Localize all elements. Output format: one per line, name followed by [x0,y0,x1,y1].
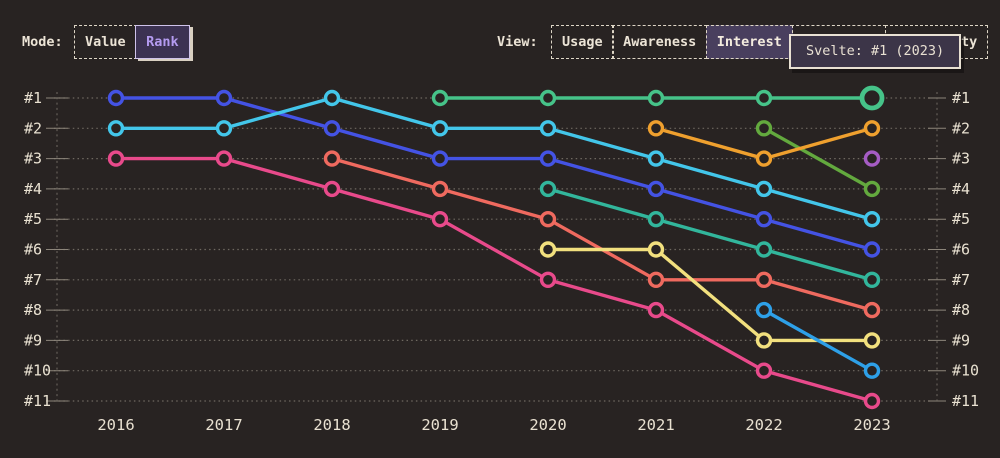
year-label-2016: 2016 [97,416,134,434]
dot-cyan-2023[interactable] [863,210,881,228]
dot-salmon-2020[interactable] [539,210,557,228]
dot-royal-blue-2018[interactable] [323,120,341,137]
rank-label-left: #2 [24,119,42,137]
dot-yellow-2023[interactable] [863,332,881,349]
rank-label-right: #9 [952,331,970,349]
rank-label-right: #1 [952,89,970,107]
dot-orange-2022[interactable] [755,150,773,167]
mode-button-rank[interactable]: Rank [135,25,190,59]
dot-teal-2023[interactable] [863,271,881,288]
rank-label-left: #10 [24,362,51,380]
rank-label-left: #6 [24,241,42,259]
dot-pink-2018[interactable] [323,180,341,198]
dot-salmon-2022[interactable] [755,271,773,288]
rank-label-left: #8 [24,301,42,319]
rank-label-right: #2 [952,119,970,137]
dot-royal-blue-2022[interactable] [755,210,773,228]
rank-label-left: #1 [24,89,42,107]
view-button-usage[interactable]: Usage [551,25,614,59]
dot-pink-2021[interactable] [647,301,665,319]
line-cyan [114,96,874,221]
line-olive-green [762,126,874,191]
rank-label-right: #6 [952,241,970,259]
dot-teal-2021[interactable] [647,210,665,228]
dot-cyan-2021[interactable] [647,150,665,167]
rank-label-right: #4 [952,180,970,198]
dot-azure-2022[interactable] [755,301,773,319]
year-label-2022: 2022 [745,416,782,434]
mode-label: Mode: [22,34,63,50]
year-label-2021: 2021 [637,416,674,434]
dot-royal-blue-2017[interactable] [215,89,233,107]
line-pink [114,156,874,403]
dot-orange-2023[interactable] [863,120,881,137]
dot-olive-green-2022[interactable] [755,120,773,137]
rank-label-left: #4 [24,180,42,198]
view-label: View: [497,34,538,50]
dot-cyan-2016[interactable] [107,120,125,137]
dot-svelte-2019[interactable] [431,89,449,107]
rank-label-right: #10 [952,362,979,380]
dot-orange-2021[interactable] [647,120,665,137]
dot-royal-blue-2021[interactable] [647,180,665,198]
line-teal [546,187,874,282]
rank-label-left: #11 [24,392,51,410]
dot-pink-2016[interactable] [107,150,125,167]
year-label-2017: 2017 [205,416,242,434]
dot-royal-blue-2023[interactable] [863,241,881,258]
dot-pink-2020[interactable] [539,271,557,288]
view-button-awareness[interactable]: Awareness [612,25,708,59]
view-button-interest[interactable]: Interest [705,25,793,59]
dot-svelte-2023[interactable] [859,85,885,111]
line-azure [762,308,874,373]
rank-label-right: #7 [952,271,970,289]
dot-cyan-2018[interactable] [323,89,341,107]
dot-olive-green-2023[interactable] [863,180,881,198]
dot-pink-2022[interactable] [755,362,773,379]
rank-label-right: #8 [952,301,970,319]
rank-label-left: #3 [24,150,42,168]
dot-azure-2023[interactable] [863,362,881,379]
line-royal-blue [114,96,874,252]
dot-royal-blue-2016[interactable] [107,89,125,107]
dot-yellow-2022[interactable] [755,332,773,349]
dot-royal-blue-2019[interactable] [431,150,449,167]
dot-teal-2020[interactable] [539,180,557,198]
dot-pink-2019[interactable] [431,210,449,228]
dot-cyan-2017[interactable] [215,120,233,137]
dot-svelte-2021[interactable] [647,89,665,107]
dot-salmon-2019[interactable] [431,180,449,198]
rank-label-left: #5 [24,210,42,228]
dot-yellow-2020[interactable] [539,241,557,258]
year-label-2023: 2023 [853,416,890,434]
dot-purple-2023[interactable] [863,150,881,167]
rank-label-right: #11 [952,392,979,410]
dot-salmon-2021[interactable] [647,271,665,288]
year-label-2020: 2020 [529,416,566,434]
rank-label-right: #5 [952,210,970,228]
dot-pink-2023[interactable] [863,392,881,410]
rank-label-left: #7 [24,271,42,289]
mode-button-value[interactable]: Value [74,25,137,59]
chart-tooltip: Svelte: #1 (2023) [789,34,962,69]
dot-salmon-2018[interactable] [323,150,341,167]
dot-teal-2022[interactable] [755,241,773,258]
dot-pink-2017[interactable] [215,150,233,167]
dot-yellow-2021[interactable] [647,241,665,258]
dot-svelte-2020[interactable] [539,89,557,107]
dot-cyan-2020[interactable] [539,120,557,137]
year-label-2018: 2018 [313,416,350,434]
dot-salmon-2023[interactable] [863,301,881,319]
mode-toggle-group: Value Rank [74,25,190,59]
dot-royal-blue-2020[interactable] [539,150,557,167]
dot-cyan-2022[interactable] [755,180,773,198]
dot-svelte-2022[interactable] [755,89,773,107]
line-salmon [330,156,874,312]
dot-cyan-2019[interactable] [431,120,449,137]
rank-label-left: #9 [24,331,42,349]
rank-label-right: #3 [952,150,970,168]
year-label-2019: 2019 [421,416,458,434]
